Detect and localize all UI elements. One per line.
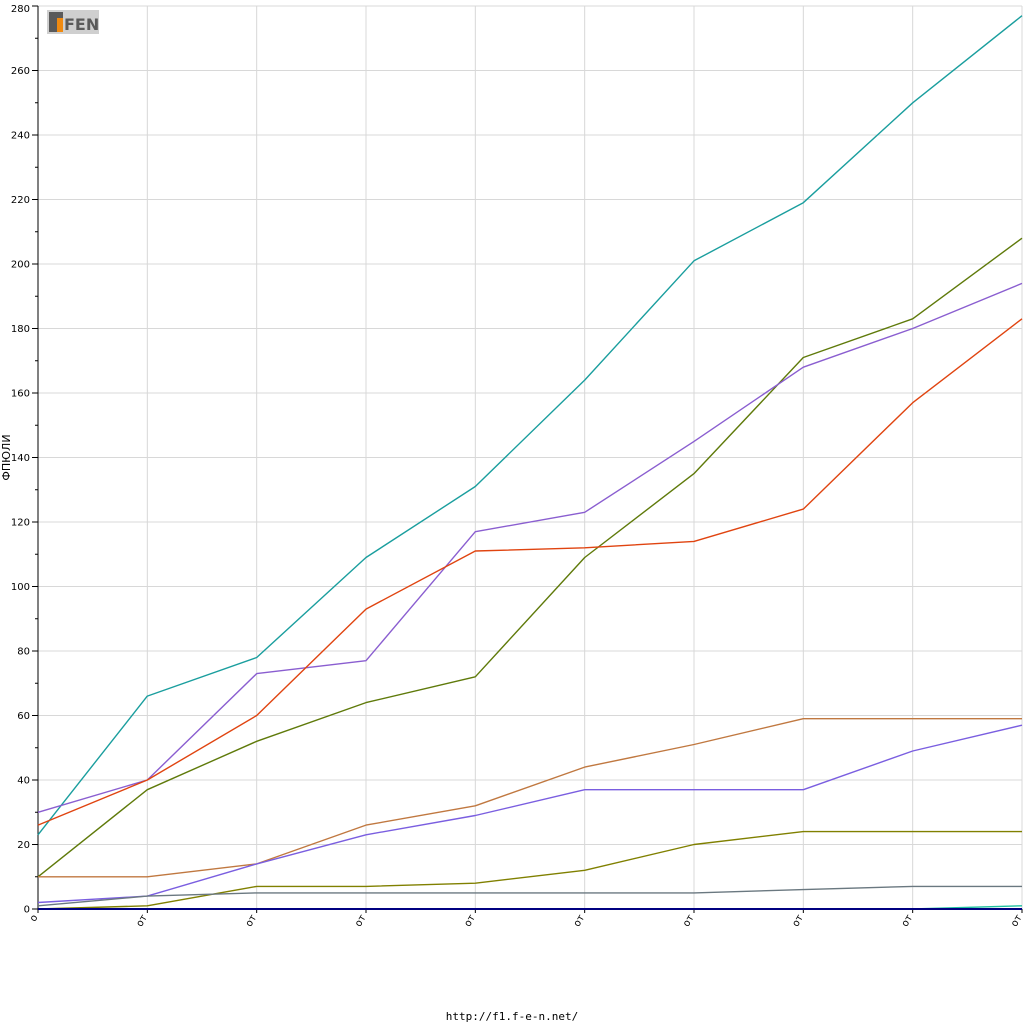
x-tick-label: от: [353, 913, 369, 929]
y-tick-label: 180: [11, 324, 30, 335]
x-tick-label: от: [244, 913, 260, 929]
x-axis-ticks: о от от от от от от от от от: [28, 909, 1024, 929]
y-axis-ticks: 0 20 40 60 80 100 120 140 160 180 200 220 240 260 280: [11, 4, 38, 916]
y-tick-label: 60: [17, 711, 30, 722]
x-tick-label: от: [681, 913, 697, 929]
x-tick-label: от: [900, 913, 916, 929]
source-url[interactable]: http://f1.f-e-n.net/: [445, 1010, 579, 1023]
y-axis-label: ФПЮЛИ: [0, 434, 13, 480]
y-tick-label: 20: [17, 840, 30, 851]
x-tick-label: от: [1009, 913, 1024, 929]
series-lines: [37, 15, 1023, 910]
series-line: [37, 15, 1023, 836]
y-tick-label: 140: [11, 453, 30, 464]
y-tick-label: 40: [17, 776, 30, 787]
svg-text:FEN: FEN: [64, 15, 99, 34]
series-line: [37, 724, 1023, 904]
x-tick-label: от: [134, 913, 150, 929]
x-tick-label: о: [28, 913, 41, 924]
y-tick-label: 220: [11, 195, 30, 206]
y-tick-label: 240: [11, 131, 30, 142]
x-tick-label: от: [462, 913, 478, 929]
series-line: [37, 282, 1023, 813]
y-tick-label: 100: [11, 582, 30, 593]
series-line: [38, 718, 1022, 878]
y-tick-label: 120: [11, 518, 30, 529]
y-tick-label: 280: [11, 4, 30, 15]
series-line: [37, 237, 1023, 878]
x-tick-label: от: [572, 913, 588, 929]
fen-logo: FEN: [47, 8, 99, 36]
series-line: [37, 830, 1022, 910]
y-tick-label: 0: [24, 905, 30, 916]
y-tick-label: 260: [11, 66, 30, 77]
y-tick-label: 80: [17, 647, 30, 658]
x-tick-label: от: [790, 913, 806, 929]
series-line: [37, 318, 1023, 826]
grid: [37, 5, 1023, 910]
y-tick-label: 160: [11, 389, 30, 400]
series-line: [37, 885, 1022, 907]
y-tick-label: 200: [11, 260, 30, 271]
